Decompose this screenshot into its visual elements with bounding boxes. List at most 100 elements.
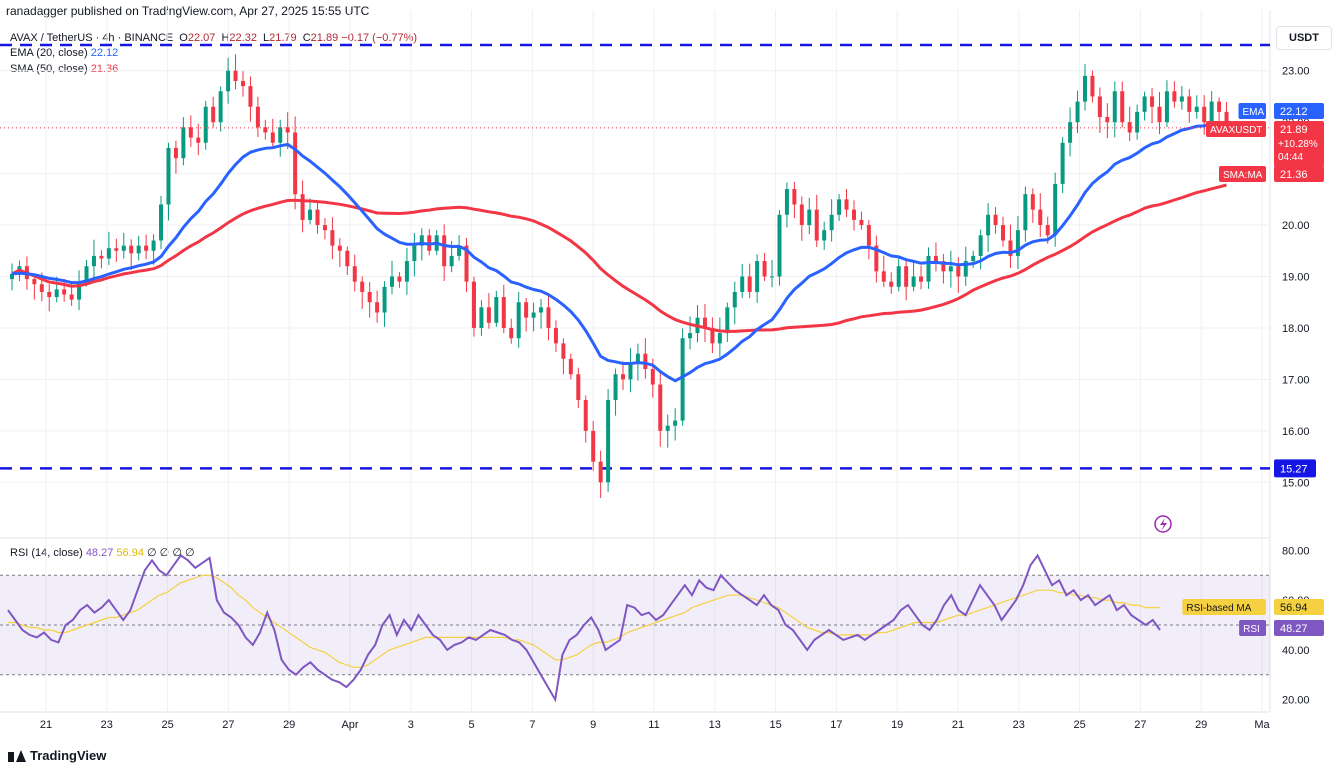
candle-body [948,266,953,272]
candle-body [263,127,268,133]
candle-body [546,307,551,328]
price-tag-value: 22.12 [1280,106,1308,118]
candle-body [919,276,924,282]
candle-body [10,273,14,280]
candle-body [859,219,864,226]
candle-body [539,307,544,313]
time-tick-label: 29 [283,719,295,731]
candle-body [464,245,469,282]
ema-legend[interactable]: EMA (20, close) 22.12 [10,47,118,59]
candle-body [442,235,447,267]
sma-legend[interactable]: SMA (50, close) 21.36 [10,63,118,75]
time-tick-label: 13 [709,719,721,731]
candle-body [971,255,976,262]
price-tag-value-bg [1274,166,1324,182]
sma-label: SMA (50, close) [10,63,88,75]
candle-body [159,204,164,241]
rsi-tag-name-bg [1239,620,1266,636]
candle-body [516,302,521,339]
candle-body [1008,240,1013,256]
candle-body [1142,96,1147,112]
time-tick-label: 25 [161,719,173,731]
candle-body [166,147,171,205]
ema-20-line [11,120,1227,383]
candle-body [591,430,596,462]
level-tag-label: 15.27 [1280,463,1308,475]
candle-body [740,276,745,292]
candle-body [84,266,89,282]
candle-body [1179,96,1184,102]
candle-body [524,302,529,318]
candle-body [1120,91,1125,123]
candle-body [337,245,342,251]
candle-body [1224,111,1229,128]
candle-body [62,289,67,295]
candle-body [650,369,655,385]
candle-body [598,461,603,483]
candle-body [54,289,59,298]
candle-body [933,255,938,262]
candle-body [755,261,760,292]
close-key: C [302,32,311,44]
price-tick-label: 19.00 [1282,272,1310,284]
candle-body [99,255,104,259]
time-tick-label: 9 [590,719,596,731]
candle-body [196,137,201,143]
candle-body [375,302,380,313]
candle-body [188,127,193,138]
candle-body [702,317,707,328]
candle-body [1023,194,1028,231]
candle-body [285,127,290,133]
high-value: 22.32 [229,32,257,44]
candle-body [1090,75,1095,97]
ohlc-legend: AVAX / TetherUS · 4h · BINANCE O22.07 H2… [10,32,417,44]
time-tick-label: Ma [1254,719,1270,731]
candle-body [553,327,558,344]
change-value: −0.17 (−0.77%) [341,32,418,44]
candle-body [1127,122,1132,133]
candle-body [382,286,387,313]
rsi-ma-line [8,574,1161,668]
candle-body [643,353,648,370]
candle-body [173,147,178,159]
alert-bolt-glyph [1160,518,1167,531]
rsi-extra-2: ∅ [159,547,170,559]
candle-body [792,189,797,205]
candle-body [278,127,283,143]
price-tick-label: 16.00 [1282,426,1310,438]
price-tag-value: 21.36 [1280,169,1308,181]
ema-label: EMA (20, close) [10,47,88,59]
time-tick-label: 15 [769,719,781,731]
candle-body [1001,225,1006,241]
low-value: 21.79 [269,32,297,44]
candle-body [658,384,663,431]
candle-body [866,225,871,246]
candle-body [1150,96,1155,107]
candle-body [345,250,350,267]
candle-body [69,294,74,300]
rsi-band [0,575,1270,675]
candle-body [330,230,335,246]
candle-body [784,189,789,215]
time-tick-label: 23 [101,719,113,731]
candle-body [688,333,693,339]
candle-body [621,374,625,380]
rsi-extra-4: ∅ [184,547,195,559]
price-tick-label: 20.00 [1282,220,1310,232]
candle-body [47,291,52,298]
high-key: H [221,32,230,44]
candle-body [471,281,476,328]
time-tick-label: 11 [648,719,659,731]
time-tick-label: 29 [1195,719,1207,731]
currency-selector[interactable]: USDT [1276,26,1332,50]
symbol-label[interactable]: AVAX / TetherUS · 4h · BINANCE [10,32,174,44]
price-tag-name-bg [1238,103,1266,119]
close-value: 21.89 [310,32,339,44]
rsi-tag-value: 56.94 [1280,602,1308,614]
candle-body [300,194,305,220]
candle-body [404,261,409,282]
candle-body [673,420,678,426]
candle-body [1097,96,1102,118]
candle-body [1209,101,1214,123]
